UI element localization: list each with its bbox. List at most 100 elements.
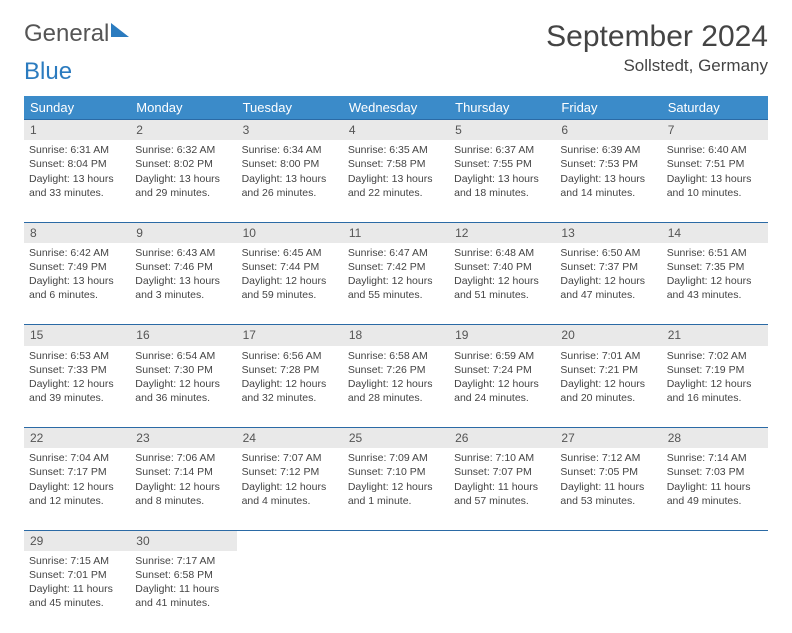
weekday-header: Friday bbox=[555, 96, 661, 120]
sunset-line: Sunset: 8:04 PM bbox=[29, 157, 125, 171]
day-cell: Sunrise: 7:10 AMSunset: 7:07 PMDaylight:… bbox=[449, 448, 555, 530]
day-number-row: 2930 bbox=[24, 530, 768, 551]
day-cell: Sunrise: 7:14 AMSunset: 7:03 PMDaylight:… bbox=[662, 448, 768, 530]
daylight-line: Daylight: 13 hours and 22 minutes. bbox=[348, 172, 444, 200]
sunrise-line: Sunrise: 6:54 AM bbox=[135, 349, 231, 363]
day-cell: Sunrise: 7:09 AMSunset: 7:10 PMDaylight:… bbox=[343, 448, 449, 530]
day-cell: Sunrise: 6:35 AMSunset: 7:58 PMDaylight:… bbox=[343, 140, 449, 222]
sunset-line: Sunset: 7:46 PM bbox=[135, 260, 231, 274]
sunset-line: Sunset: 7:49 PM bbox=[29, 260, 125, 274]
sunset-line: Sunset: 7:21 PM bbox=[560, 363, 656, 377]
weekday-header: Saturday bbox=[662, 96, 768, 120]
day-number: 28 bbox=[662, 428, 768, 449]
daylight-line: Daylight: 13 hours and 10 minutes. bbox=[667, 172, 763, 200]
sunset-line: Sunset: 7:03 PM bbox=[667, 465, 763, 479]
sunset-line: Sunset: 7:24 PM bbox=[454, 363, 550, 377]
weekday-header: Monday bbox=[130, 96, 236, 120]
daylight-line: Daylight: 12 hours and 43 minutes. bbox=[667, 274, 763, 302]
sunrise-line: Sunrise: 6:31 AM bbox=[29, 143, 125, 157]
sunrise-line: Sunrise: 7:06 AM bbox=[135, 451, 231, 465]
sunrise-line: Sunrise: 6:59 AM bbox=[454, 349, 550, 363]
sunrise-line: Sunrise: 7:02 AM bbox=[667, 349, 763, 363]
sunset-line: Sunset: 7:28 PM bbox=[242, 363, 338, 377]
day-cell bbox=[555, 551, 661, 633]
day-cell bbox=[449, 551, 555, 633]
day-cell: Sunrise: 7:12 AMSunset: 7:05 PMDaylight:… bbox=[555, 448, 661, 530]
day-number: 25 bbox=[343, 428, 449, 449]
sunset-line: Sunset: 7:44 PM bbox=[242, 260, 338, 274]
sunrise-line: Sunrise: 7:17 AM bbox=[135, 554, 231, 568]
sunset-line: Sunset: 6:58 PM bbox=[135, 568, 231, 582]
sunrise-line: Sunrise: 7:09 AM bbox=[348, 451, 444, 465]
sunset-line: Sunset: 7:30 PM bbox=[135, 363, 231, 377]
day-cell: Sunrise: 7:17 AMSunset: 6:58 PMDaylight:… bbox=[130, 551, 236, 633]
day-cell: Sunrise: 6:39 AMSunset: 7:53 PMDaylight:… bbox=[555, 140, 661, 222]
sunrise-line: Sunrise: 7:04 AM bbox=[29, 451, 125, 465]
day-number: 1 bbox=[24, 120, 130, 141]
day-cell: Sunrise: 6:42 AMSunset: 7:49 PMDaylight:… bbox=[24, 243, 130, 325]
daylight-line: Daylight: 11 hours and 41 minutes. bbox=[135, 582, 231, 610]
day-cell: Sunrise: 6:53 AMSunset: 7:33 PMDaylight:… bbox=[24, 346, 130, 428]
daylight-line: Daylight: 11 hours and 45 minutes. bbox=[29, 582, 125, 610]
sunrise-line: Sunrise: 6:32 AM bbox=[135, 143, 231, 157]
day-detail-row: Sunrise: 6:53 AMSunset: 7:33 PMDaylight:… bbox=[24, 346, 768, 428]
sunset-line: Sunset: 7:35 PM bbox=[667, 260, 763, 274]
day-number: 27 bbox=[555, 428, 661, 449]
sunrise-line: Sunrise: 6:58 AM bbox=[348, 349, 444, 363]
daylight-line: Daylight: 12 hours and 36 minutes. bbox=[135, 377, 231, 405]
day-cell bbox=[343, 551, 449, 633]
sunset-line: Sunset: 7:26 PM bbox=[348, 363, 444, 377]
day-number: 10 bbox=[237, 222, 343, 243]
day-number: 17 bbox=[237, 325, 343, 346]
sunrise-line: Sunrise: 7:01 AM bbox=[560, 349, 656, 363]
daylight-line: Daylight: 12 hours and 39 minutes. bbox=[29, 377, 125, 405]
daylight-line: Daylight: 12 hours and 12 minutes. bbox=[29, 480, 125, 508]
day-detail-row: Sunrise: 7:15 AMSunset: 7:01 PMDaylight:… bbox=[24, 551, 768, 633]
daylight-line: Daylight: 13 hours and 3 minutes. bbox=[135, 274, 231, 302]
sunrise-line: Sunrise: 7:15 AM bbox=[29, 554, 125, 568]
day-cell: Sunrise: 6:45 AMSunset: 7:44 PMDaylight:… bbox=[237, 243, 343, 325]
day-cell: Sunrise: 6:31 AMSunset: 8:04 PMDaylight:… bbox=[24, 140, 130, 222]
sunrise-line: Sunrise: 6:39 AM bbox=[560, 143, 656, 157]
day-number: 9 bbox=[130, 222, 236, 243]
day-number-row: 22232425262728 bbox=[24, 428, 768, 449]
sunset-line: Sunset: 7:05 PM bbox=[560, 465, 656, 479]
day-cell: Sunrise: 6:50 AMSunset: 7:37 PMDaylight:… bbox=[555, 243, 661, 325]
day-number bbox=[237, 530, 343, 551]
daylight-line: Daylight: 12 hours and 32 minutes. bbox=[242, 377, 338, 405]
daylight-line: Daylight: 12 hours and 1 minute. bbox=[348, 480, 444, 508]
day-number: 7 bbox=[662, 120, 768, 141]
day-detail-row: Sunrise: 6:31 AMSunset: 8:04 PMDaylight:… bbox=[24, 140, 768, 222]
daylight-line: Daylight: 12 hours and 47 minutes. bbox=[560, 274, 656, 302]
weekday-header: Tuesday bbox=[237, 96, 343, 120]
sunrise-line: Sunrise: 6:43 AM bbox=[135, 246, 231, 260]
logo-triangle-icon bbox=[111, 23, 129, 37]
sunrise-line: Sunrise: 6:48 AM bbox=[454, 246, 550, 260]
day-cell: Sunrise: 6:43 AMSunset: 7:46 PMDaylight:… bbox=[130, 243, 236, 325]
month-title: September 2024 bbox=[546, 20, 768, 54]
day-number-row: 1234567 bbox=[24, 120, 768, 141]
sunrise-line: Sunrise: 6:37 AM bbox=[454, 143, 550, 157]
day-cell bbox=[237, 551, 343, 633]
sunset-line: Sunset: 7:12 PM bbox=[242, 465, 338, 479]
day-cell: Sunrise: 6:58 AMSunset: 7:26 PMDaylight:… bbox=[343, 346, 449, 428]
day-number: 22 bbox=[24, 428, 130, 449]
daylight-line: Daylight: 11 hours and 49 minutes. bbox=[667, 480, 763, 508]
day-cell: Sunrise: 6:32 AMSunset: 8:02 PMDaylight:… bbox=[130, 140, 236, 222]
day-cell: Sunrise: 6:37 AMSunset: 7:55 PMDaylight:… bbox=[449, 140, 555, 222]
daylight-line: Daylight: 12 hours and 8 minutes. bbox=[135, 480, 231, 508]
day-number: 18 bbox=[343, 325, 449, 346]
day-cell: Sunrise: 6:51 AMSunset: 7:35 PMDaylight:… bbox=[662, 243, 768, 325]
sunrise-line: Sunrise: 7:10 AM bbox=[454, 451, 550, 465]
day-number: 20 bbox=[555, 325, 661, 346]
sunset-line: Sunset: 7:51 PM bbox=[667, 157, 763, 171]
daylight-line: Daylight: 11 hours and 57 minutes. bbox=[454, 480, 550, 508]
calendar-table: Sunday Monday Tuesday Wednesday Thursday… bbox=[24, 96, 768, 633]
day-cell: Sunrise: 6:47 AMSunset: 7:42 PMDaylight:… bbox=[343, 243, 449, 325]
day-cell: Sunrise: 6:40 AMSunset: 7:51 PMDaylight:… bbox=[662, 140, 768, 222]
sunset-line: Sunset: 7:42 PM bbox=[348, 260, 444, 274]
day-cell: Sunrise: 6:54 AMSunset: 7:30 PMDaylight:… bbox=[130, 346, 236, 428]
daylight-line: Daylight: 13 hours and 33 minutes. bbox=[29, 172, 125, 200]
day-cell: Sunrise: 6:59 AMSunset: 7:24 PMDaylight:… bbox=[449, 346, 555, 428]
sunrise-line: Sunrise: 6:56 AM bbox=[242, 349, 338, 363]
